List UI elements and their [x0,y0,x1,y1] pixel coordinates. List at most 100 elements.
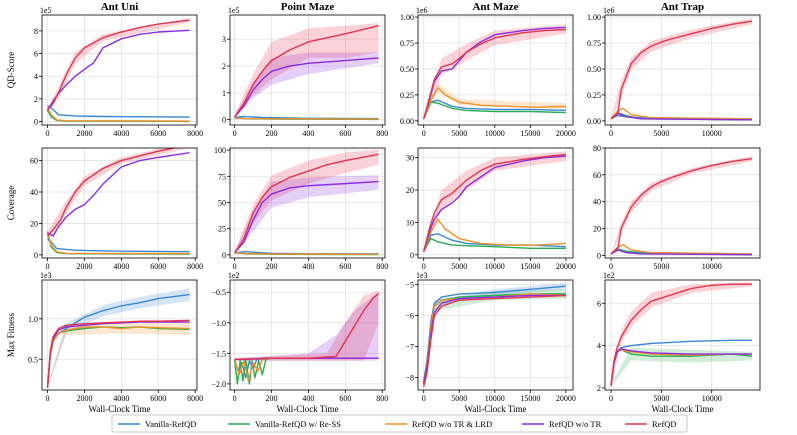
x-tick-label: 8000 [187,129,203,138]
x-tick-label: 2000 [76,129,92,138]
x-tick-label: 6000 [150,394,166,403]
x-tick-label: 2000 [76,394,92,403]
y-tick-label: 20 [593,224,601,233]
x-tick-label: 0 [422,394,426,403]
series-line-vanilla-refqd [610,339,752,386]
legend-label-refqd-w-o-tr: RefQD w/o TR [549,419,602,429]
confidence-band-vanilla-refqd [47,288,190,389]
series-line-vanilla-refqd-w-re-ss [46,326,190,388]
y-tick-label: 0.75 [587,39,601,48]
x-tick-label: 4000 [113,394,129,403]
plot-area [610,282,753,387]
series-line-refqd-w-o-tr-lrd [423,86,566,120]
series-line-refqd [46,19,190,111]
x-tick-label: 10000 [485,129,505,138]
y-tick-label: 0.00 [400,117,414,126]
panel-title: Point Maze [281,1,335,13]
y-axis-label: Coverage [6,186,16,220]
x-tick-label: 0 [46,129,50,138]
series-line-refqd [423,294,566,388]
y-tick-label: 80 [593,144,601,153]
y-tick-label: 1 [222,89,226,98]
y-tick-label: −6 [405,312,414,321]
axes-frame [417,147,574,259]
panel-11: 0 5000 10000 2 4 6 1e2 Wall-Clock Time [597,271,761,414]
y-tick-label: 25 [218,225,226,234]
x-tick-label: 5000 [653,129,669,138]
x-tick-label: 5000 [653,262,669,271]
x-tick-label: 6000 [150,129,166,138]
y-tick-label: 60 [593,171,601,180]
axis-multiplier: 1e3 [40,271,52,280]
panel-title: Ant Trap [661,1,704,13]
confidence-band-refqd [611,282,752,387]
x-tick-label: 10000 [702,129,722,138]
axes-frame [417,14,574,126]
plot-area [234,23,379,121]
series-line-refqd-w-o-tr-lrd [46,326,190,388]
axis-multiplier: 1e2 [228,271,240,280]
x-tick-label: 600 [339,394,351,403]
confidence-band-refqd-w-o-tr [234,52,379,119]
plot-area [46,17,190,123]
x-tick-label: 400 [302,394,314,403]
plot-area [46,288,190,389]
x-tick-label: 0 [422,262,426,271]
y-tick-label: 4 [34,72,38,81]
series-line-refqd-w-o-tr [423,294,566,384]
y-tick-label: −1.5 [211,349,226,358]
series-line-vanilla-refqd [47,238,190,253]
panel-8: 0 2000 4000 6000 8000 0.5 1.0 1e3 Wall-Clock Tim… [6,271,203,414]
x-tick-label: 800 [376,394,388,403]
y-tick-label: 0.00 [587,117,601,126]
y-tick-label: 0.50 [587,65,601,74]
y-tick-label: 4 [597,342,601,351]
axis-multiplier: 1e5 [228,6,240,15]
y-tick-label: 40 [30,188,38,197]
y-tick-label: 60 [30,157,38,166]
x-tick-label: 20000 [556,129,576,138]
panel-7: 0 5000 10000 0 20 40 60 80 [593,144,761,271]
series-line-refqd [234,25,379,118]
series-line-refqd [610,283,752,386]
series-line-refqd-w-o-tr-lrd [46,231,190,255]
x-tick-label: 6000 [150,262,166,271]
y-tick-label: 1.00 [587,13,601,22]
axes-frame [604,147,761,259]
series-line-refqd-w-o-tr [610,249,752,256]
axis-multiplier: 1e6 [416,6,428,15]
confidence-band-refqd [234,23,379,119]
y-tick-label: −0.5 [211,288,226,297]
series-line-refqd-w-o-tr [423,155,566,252]
x-tick-label: 2000 [76,262,92,271]
x-tick-label: 0 [233,129,237,138]
y-tick-label: 10 [406,218,414,227]
series-line-refqd-w-o-tr [234,180,379,254]
series-line-refqd [610,20,753,120]
plot-area [610,156,753,256]
axis-multiplier: 1e2 [603,271,615,280]
y-tick-label: 0 [597,251,601,260]
axes-frame [41,14,198,126]
series-line-refqd-w-o-tr-lrd [46,107,190,122]
y-axis-label: Max Fitness [6,312,16,357]
y-tick-label: 0 [34,251,38,260]
series-line-refqd [46,319,190,388]
axis-multiplier: 1e3 [416,271,428,280]
confidence-band-vanilla-refqd-w-re-ss [611,347,752,387]
series-line-vanilla-refqd-w-re-ss [423,101,566,120]
x-tick-label: 0 [609,129,613,138]
x-axis-label: Wall-Clock Time [276,404,338,414]
x-tick-label: 15000 [520,394,540,403]
plot-area [422,283,566,388]
y-tick-label: 40 [593,198,601,207]
confidence-band-refqd [423,24,566,120]
x-tick-label: 600 [339,129,351,138]
series-line-refqd [423,153,566,252]
x-tick-label: 800 [376,262,388,271]
axes-frame [604,14,761,126]
legend: Vanilla-RefQD Vanilla-RefQD w/ Re-SS RefQD… [111,414,688,433]
